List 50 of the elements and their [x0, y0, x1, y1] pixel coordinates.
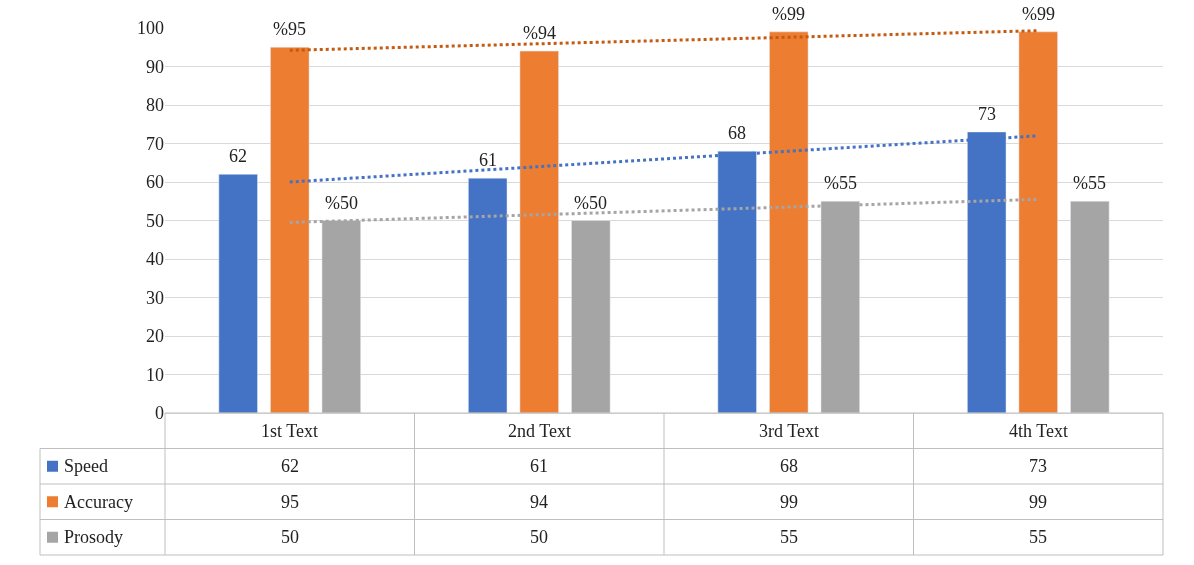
y-tick-label: 100: [137, 18, 164, 39]
y-tick-label: 30: [146, 287, 164, 308]
data-label: 94: [530, 492, 548, 512]
data-label: 99: [780, 492, 798, 512]
bar: [769, 31, 809, 413]
bar: [468, 177, 508, 413]
data-label: 68: [780, 456, 798, 476]
annotation: 68: [728, 123, 746, 143]
annotation: %55: [1073, 173, 1106, 193]
data-label: 62: [281, 456, 299, 476]
text: %99: [1022, 4, 1055, 24]
x-tick-label: 4th Text: [1009, 421, 1068, 441]
annotation: %50: [325, 193, 358, 213]
bar: [519, 50, 559, 413]
data-label: 50: [281, 527, 299, 547]
data-label: 50: [530, 527, 548, 547]
y-tick-label: 60: [146, 172, 164, 193]
data-label: 61: [530, 456, 548, 476]
y-tick-label: 0: [155, 403, 164, 424]
x-tick-label: 3rd Text: [759, 421, 819, 441]
annotation: %55: [824, 173, 857, 193]
data-label: 55: [1029, 527, 1047, 547]
data-label: 73: [1029, 456, 1047, 476]
y-tick-label: 10: [146, 364, 164, 385]
bar: [571, 220, 611, 413]
y-tick-label: 50: [146, 210, 164, 231]
x-tick-label: 1st Text: [261, 421, 318, 441]
bar: [1018, 31, 1058, 413]
annotation: %95: [273, 19, 306, 39]
legend-label: Accuracy: [64, 492, 133, 512]
y-tick-label: 20: [146, 326, 164, 347]
x-tick-label: 2nd Text: [508, 421, 571, 441]
bar: [218, 174, 258, 413]
bar: [1070, 201, 1110, 413]
bar: [270, 47, 310, 413]
annotation: 61: [479, 150, 497, 170]
y-tick-label: 40: [146, 249, 164, 270]
data-label: 99: [1029, 492, 1047, 512]
y-tick-label: 80: [146, 95, 164, 116]
legend-label: Speed: [64, 456, 108, 476]
annotation: 62: [229, 146, 247, 166]
annotation: %94: [523, 23, 556, 43]
y-tick-label: 90: [146, 56, 164, 77]
y-tick-label: 70: [146, 133, 164, 154]
data-label: 55: [780, 527, 798, 547]
legend-label: Prosody: [64, 527, 124, 547]
data-label: 95: [281, 492, 299, 512]
annotation: 73: [978, 104, 996, 124]
text: %99: [772, 4, 805, 24]
annotation: %50: [574, 193, 607, 213]
